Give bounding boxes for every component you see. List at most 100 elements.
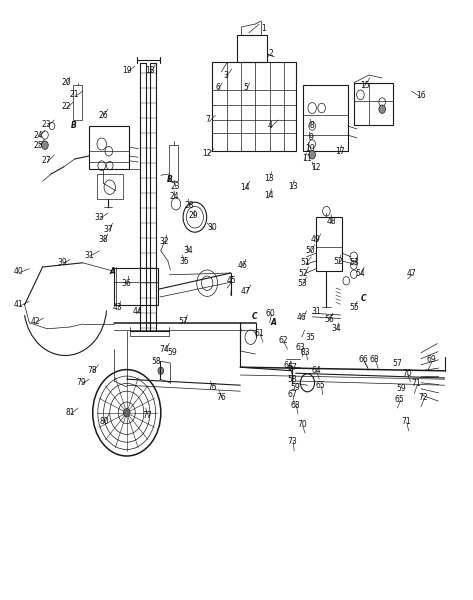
Text: 35: 35 — [305, 332, 315, 341]
Text: 57: 57 — [393, 358, 402, 367]
Text: 8: 8 — [310, 121, 315, 130]
Text: 14: 14 — [264, 191, 273, 199]
Text: 31: 31 — [311, 307, 321, 317]
Text: 66: 66 — [359, 355, 368, 364]
Circle shape — [158, 367, 164, 374]
Bar — [97, 174, 123, 199]
Text: 57: 57 — [288, 362, 297, 371]
Text: 71: 71 — [412, 379, 421, 389]
Text: 17: 17 — [335, 146, 344, 155]
Text: 39: 39 — [58, 258, 67, 267]
Circle shape — [123, 409, 130, 417]
Text: 25: 25 — [34, 140, 44, 149]
Text: 1: 1 — [262, 25, 266, 34]
Text: 19: 19 — [122, 66, 131, 75]
Text: 14: 14 — [240, 182, 250, 192]
Text: 53: 53 — [349, 258, 359, 267]
Text: 58: 58 — [151, 356, 161, 365]
Text: 81: 81 — [65, 408, 75, 418]
Text: 3: 3 — [224, 70, 228, 79]
Bar — [316, 217, 342, 271]
Text: 65: 65 — [395, 395, 404, 403]
Text: 52: 52 — [333, 257, 343, 265]
Text: 29: 29 — [188, 211, 198, 220]
Text: 43: 43 — [113, 302, 122, 312]
Text: 69: 69 — [427, 355, 436, 364]
Text: 13: 13 — [289, 182, 298, 191]
Text: 28: 28 — [184, 200, 194, 209]
Text: 83: 83 — [300, 348, 310, 357]
Text: 59: 59 — [168, 348, 177, 357]
Text: 47: 47 — [407, 269, 416, 277]
Bar — [303, 85, 348, 151]
Text: C: C — [360, 294, 366, 304]
Text: 56: 56 — [324, 314, 333, 323]
Bar — [73, 85, 82, 120]
Text: 31: 31 — [84, 251, 94, 259]
Text: 59: 59 — [396, 385, 406, 394]
Text: 50: 50 — [305, 246, 315, 256]
Text: 60: 60 — [266, 308, 275, 318]
Text: 18: 18 — [146, 66, 155, 75]
Text: 71: 71 — [401, 416, 411, 426]
Text: 23: 23 — [170, 182, 180, 191]
Text: 54: 54 — [356, 269, 365, 277]
Text: 65: 65 — [316, 381, 325, 390]
Text: 62: 62 — [278, 336, 288, 346]
Text: 64: 64 — [284, 361, 293, 370]
Bar — [236, 35, 267, 62]
Bar — [169, 145, 178, 181]
Text: 23: 23 — [42, 120, 51, 129]
Text: 74: 74 — [160, 344, 169, 354]
Text: 49: 49 — [311, 235, 321, 245]
Text: C: C — [252, 312, 257, 322]
Text: 24: 24 — [34, 130, 44, 139]
Text: 35: 35 — [180, 257, 189, 265]
Text: 24: 24 — [169, 192, 179, 201]
Text: 75: 75 — [207, 383, 217, 391]
Text: 13: 13 — [264, 174, 273, 182]
Text: 47: 47 — [241, 286, 251, 295]
Bar — [212, 62, 296, 151]
Text: 46: 46 — [297, 313, 307, 323]
Text: 68: 68 — [370, 355, 379, 364]
Text: A: A — [110, 266, 115, 275]
Text: 12: 12 — [202, 148, 212, 157]
Text: 5: 5 — [244, 82, 248, 91]
Text: 33: 33 — [95, 212, 104, 221]
Text: 6: 6 — [215, 82, 220, 91]
Text: 77: 77 — [143, 410, 152, 420]
Text: 9: 9 — [309, 133, 314, 142]
Text: 51: 51 — [300, 258, 310, 267]
Text: 20: 20 — [61, 78, 71, 87]
Text: 72: 72 — [419, 392, 428, 402]
Text: 48: 48 — [326, 217, 336, 226]
Text: 40: 40 — [14, 266, 24, 275]
Text: 2: 2 — [268, 49, 273, 58]
Text: 52: 52 — [299, 269, 308, 277]
Text: 26: 26 — [98, 110, 108, 119]
Text: 59: 59 — [291, 383, 300, 391]
Text: 34: 34 — [184, 246, 193, 256]
Text: 70: 70 — [402, 368, 412, 378]
Text: 45: 45 — [227, 276, 236, 285]
Circle shape — [309, 151, 315, 159]
Bar — [114, 268, 158, 305]
Text: 58: 58 — [288, 374, 297, 384]
Text: 12: 12 — [311, 163, 321, 173]
Text: 68: 68 — [291, 401, 300, 409]
Text: 57: 57 — [179, 317, 188, 325]
Text: 44: 44 — [132, 307, 142, 317]
Circle shape — [42, 141, 48, 149]
Text: 80: 80 — [99, 416, 109, 426]
Text: 70: 70 — [297, 420, 307, 430]
Text: B: B — [70, 121, 76, 130]
Text: 30: 30 — [207, 223, 217, 232]
Text: 76: 76 — [217, 392, 226, 402]
Text: 36: 36 — [122, 278, 131, 287]
Text: 63: 63 — [296, 343, 305, 352]
Text: 11: 11 — [302, 154, 311, 163]
Text: 46: 46 — [237, 260, 247, 269]
Text: 78: 78 — [88, 366, 97, 376]
Text: 15: 15 — [360, 81, 370, 89]
